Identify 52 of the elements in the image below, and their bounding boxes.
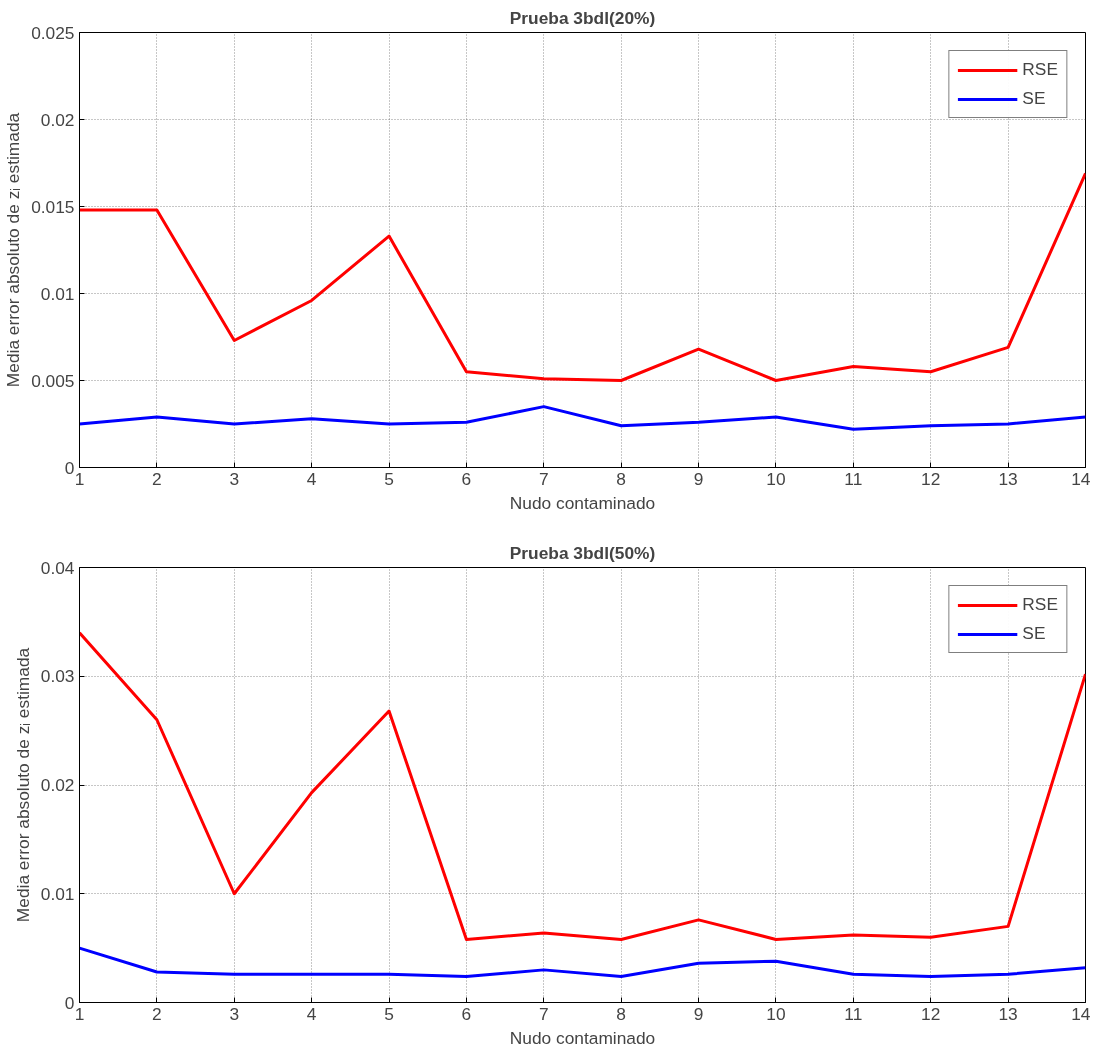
x-tick-label: 7 xyxy=(538,1003,549,1024)
x-tick-label: 13 xyxy=(998,468,1018,489)
x-tick-label: 8 xyxy=(616,1003,627,1024)
x-axis-title: Nudo contaminado xyxy=(509,492,656,513)
legend-label: SE xyxy=(1022,623,1046,644)
y-axis-title: Media error absoluto de zᵢ estimada xyxy=(12,647,33,923)
line-series xyxy=(79,171,1086,382)
y-tick-label: 0.015 xyxy=(31,196,75,217)
x-tick-label: 10 xyxy=(766,1003,786,1024)
x-tick-label: 5 xyxy=(384,1003,394,1024)
x-tick-label: 14 xyxy=(1071,468,1091,489)
x-tick-label: 12 xyxy=(921,468,941,489)
y-tick-label: 0.005 xyxy=(31,370,75,391)
y-tick-label: 0 xyxy=(64,992,75,1013)
x-tick-label: 4 xyxy=(306,1003,317,1024)
y-tick-label: 0.02 xyxy=(40,775,75,795)
x-tick-label: 11 xyxy=(844,468,863,489)
x-tick-label: 1 xyxy=(74,1003,85,1024)
x-tick-label: 6 xyxy=(461,1003,472,1024)
y-axis-title: Media error absoluto de zᵢ estimada xyxy=(3,112,24,388)
x-tick-label: 6 xyxy=(461,468,472,489)
legend-label: RSE xyxy=(1022,59,1058,80)
line-series xyxy=(79,405,1086,431)
x-tick-label: 2 xyxy=(152,468,162,489)
legend-label: SE xyxy=(1022,88,1046,109)
y-tick-label: 0.04 xyxy=(40,557,75,578)
x-tick-label: 3 xyxy=(229,468,240,489)
x-tick-label: 12 xyxy=(921,1003,941,1024)
x-tick-label: 3 xyxy=(229,1003,240,1024)
y-tick-label: 0.025 xyxy=(31,22,75,43)
y-tick-label: 0.01 xyxy=(40,883,75,904)
x-tick-label: 4 xyxy=(306,468,317,489)
y-tick-label: 0.02 xyxy=(40,109,75,130)
x-tick-label: 8 xyxy=(616,468,627,489)
y-tick-label: 0 xyxy=(64,457,75,478)
x-tick-label: 11 xyxy=(844,1003,863,1024)
x-tick-label: 5 xyxy=(384,468,394,489)
x-tick-label: 10 xyxy=(766,468,786,489)
x-tick-label: 9 xyxy=(693,1003,704,1024)
x-tick-label: 9 xyxy=(693,468,704,489)
legend-label: RSE xyxy=(1022,594,1058,615)
chart-title: Prueba 3bdl(20%) xyxy=(509,7,656,28)
x-tick-label: 14 xyxy=(1071,1003,1091,1024)
y-tick-label: 0.03 xyxy=(40,666,75,687)
line-series xyxy=(79,946,1086,978)
y-tick-label: 0.01 xyxy=(40,283,75,304)
x-tick-label: 2 xyxy=(152,1003,162,1024)
x-tick-label: 1 xyxy=(74,468,85,489)
x-axis-title: Nudo contaminado xyxy=(509,1027,656,1048)
chart-title: Prueba 3bdl(50%) xyxy=(509,542,656,563)
x-tick-label: 7 xyxy=(538,468,549,489)
x-tick-label: 13 xyxy=(998,1003,1018,1024)
